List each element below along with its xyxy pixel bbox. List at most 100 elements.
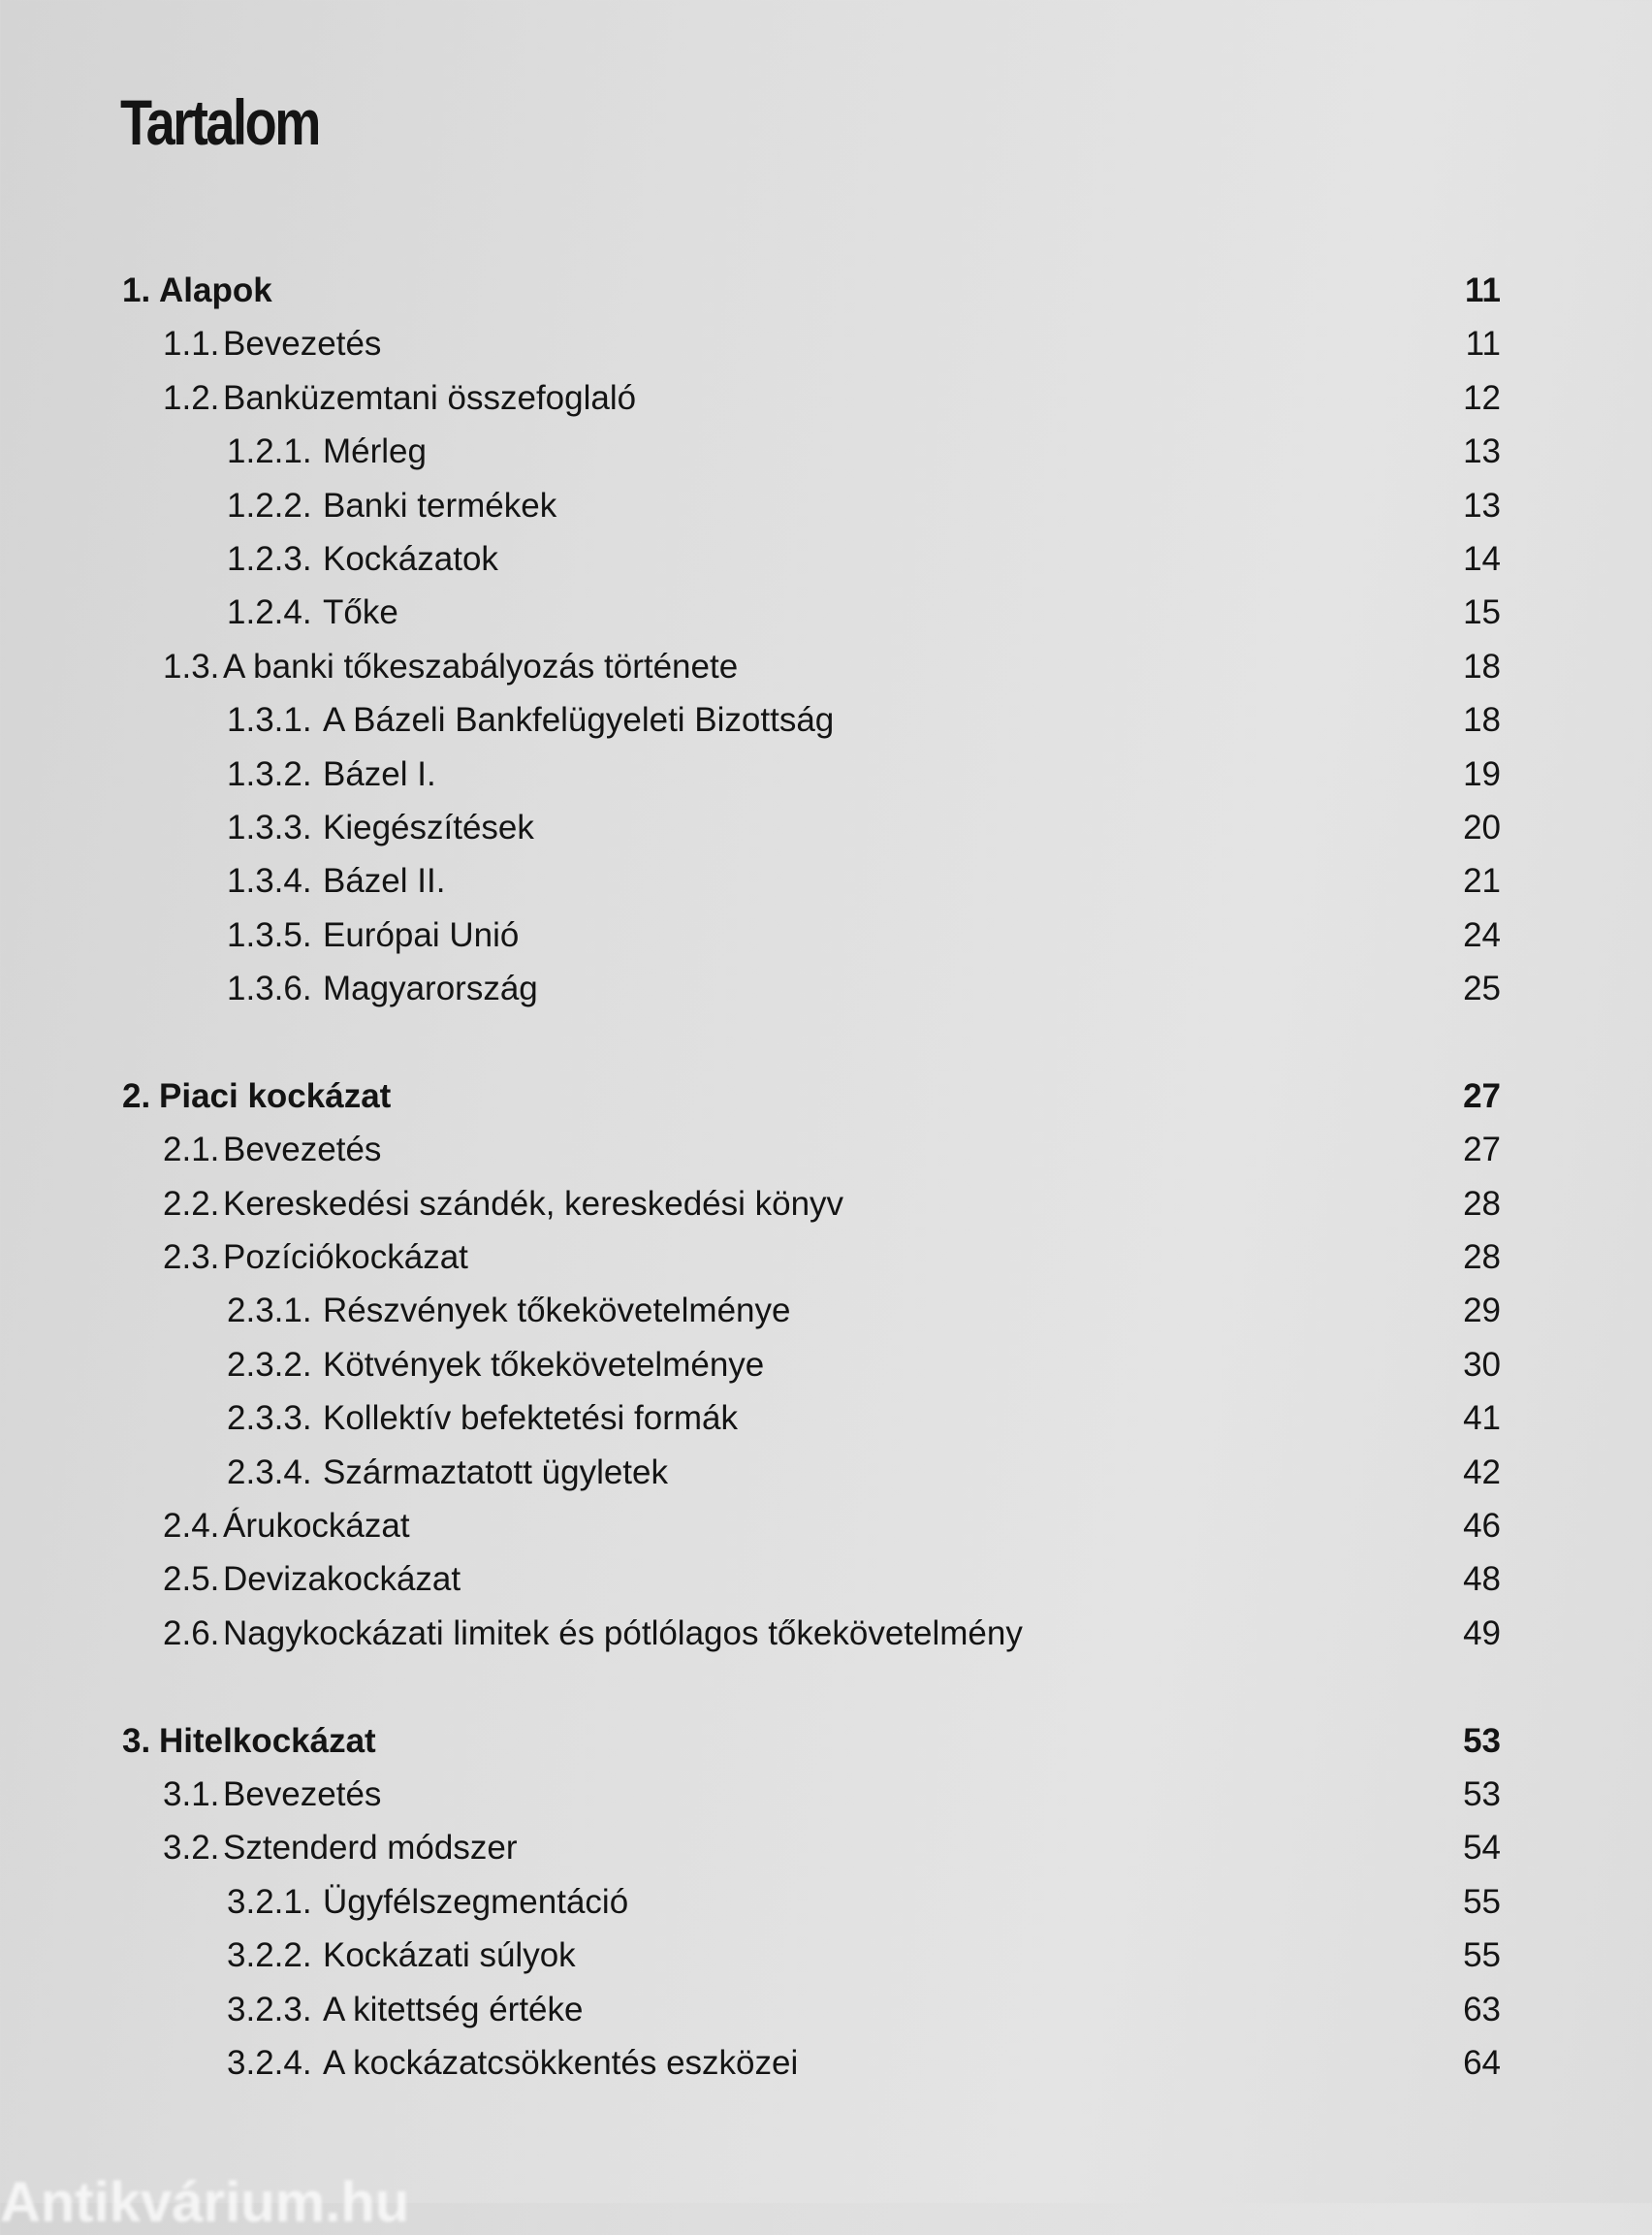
entry-title: Kockázatok — [323, 539, 498, 578]
entry-title: Bevezetés — [223, 325, 382, 364]
entry-title: Bázel II. — [323, 862, 446, 901]
entry-title: Pozíciókockázat — [223, 1238, 468, 1277]
entry-page: 28 — [1463, 1184, 1501, 1223]
toc-chapter: 3. Hitelkockázat 53 — [0, 1714, 1652, 1768]
toc-chapter: 2. Piaci kockázat 27 — [0, 1070, 1652, 1123]
entry-number: 2.4. — [163, 1506, 220, 1545]
toc-entry: 3.2. Sztenderd módszer 54 — [0, 1821, 1652, 1874]
entry-number: 2.3.1. — [227, 1292, 312, 1330]
entry-title: Európai Unió — [323, 915, 520, 954]
entry-title: Hitelkockázat — [159, 1721, 376, 1760]
entry-page: 53 — [1463, 1721, 1501, 1760]
toc-entry: 2.5. Devizakockázat 48 — [0, 1552, 1652, 1606]
entry-number: 3.2.3. — [227, 1990, 312, 2028]
entry-number: 1.3.1. — [227, 701, 312, 740]
entry-title: Sztenderd módszer — [223, 1829, 518, 1868]
entry-number: 3.2.4. — [227, 2043, 312, 2082]
toc-entry: 1.3. A banki tőkeszabályozás története 18 — [0, 640, 1652, 693]
entry-title: A kockázatcsökkentés eszközei — [323, 2043, 799, 2082]
entry-number: 3.2. — [163, 1829, 220, 1868]
toc-entry: 1.3.5. Európai Unió 24 — [0, 909, 1652, 962]
entry-number: 1.2.2. — [227, 486, 312, 525]
toc-entry: 3.2.1. Ügyfélszegmentáció 55 — [0, 1875, 1652, 1929]
toc-entry: 2.1. Bevezetés 27 — [0, 1123, 1652, 1176]
entry-title: Kiegészítések — [323, 808, 534, 846]
toc-entry: 1.2.3. Kockázatok 14 — [0, 532, 1652, 586]
toc-entry: 2.3.1. Részvények tőkekövetelménye 29 — [0, 1284, 1652, 1337]
entry-title: Alapok — [159, 271, 272, 309]
entry-number: 2.3. — [163, 1238, 220, 1277]
entry-page: 18 — [1463, 647, 1501, 686]
toc-entry: 1.3.4. Bázel II. 21 — [0, 854, 1652, 908]
section-spacer — [0, 1660, 1652, 1713]
section-spacer — [0, 1015, 1652, 1069]
entry-title: Árukockázat — [223, 1506, 410, 1545]
entry-title: Mérleg — [323, 432, 427, 471]
toc-entry: 1.2.4. Tőke 15 — [0, 586, 1652, 639]
entry-number: 1.3.5. — [227, 915, 312, 954]
entry-title: A Bázeli Bankfelügyeleti Bizottság — [323, 701, 835, 740]
toc-entry: 3.2.2. Kockázati súlyok 55 — [0, 1929, 1652, 1982]
entry-page: 12 — [1463, 378, 1501, 417]
entry-page: 11 — [1465, 271, 1501, 309]
entry-page: 63 — [1463, 1990, 1501, 2028]
entry-number: 1.2.1. — [227, 432, 312, 471]
entry-page: 24 — [1463, 915, 1501, 954]
entry-number: 2.2. — [163, 1184, 220, 1223]
entry-number: 1.3.2. — [227, 754, 312, 793]
entry-number: 3. — [122, 1721, 151, 1760]
entry-number: 2. — [122, 1076, 151, 1115]
toc-entry: 1.3.6. Magyarország 25 — [0, 962, 1652, 1015]
entry-number: 2.3.2. — [227, 1345, 312, 1384]
entry-page: 21 — [1463, 862, 1501, 901]
toc-entry: 2.4. Árukockázat 46 — [0, 1499, 1652, 1552]
entry-title: A kitettség értéke — [323, 1990, 584, 2028]
page-title: Tartalom — [120, 86, 321, 158]
entry-page: 53 — [1463, 1774, 1501, 1813]
entry-number: 1.1. — [163, 325, 220, 364]
entry-number: 1.3.4. — [227, 862, 312, 901]
entry-page: 11 — [1465, 325, 1501, 364]
toc-entry: 2.2. Kereskedési szándék, kereskedési kön… — [0, 1177, 1652, 1230]
entry-number: 2.3.3. — [227, 1399, 312, 1438]
entry-number: 2.1. — [163, 1131, 220, 1169]
entry-page: 54 — [1463, 1829, 1501, 1868]
entry-page: 15 — [1463, 593, 1501, 632]
entry-title: Részvények tőkekövetelménye — [323, 1292, 791, 1330]
entry-page: 64 — [1463, 2043, 1501, 2082]
toc-entry: 1.2. Banküzemtani összefoglaló 12 — [0, 371, 1652, 425]
entry-number: 2.5. — [163, 1560, 220, 1599]
toc-entry: 2.3.2. Kötvények tőkekövetelménye 30 — [0, 1338, 1652, 1391]
entry-title: Származtatott ügyletek — [323, 1453, 668, 1491]
entry-number: 3.2.2. — [227, 1936, 312, 1975]
entry-number: 2.3.4. — [227, 1453, 312, 1491]
toc-entry: 1.3.1. A Bázeli Bankfelügyeleti Bizottság… — [0, 693, 1652, 747]
entry-number: 1. — [122, 271, 151, 309]
entry-title: Kollektív befektetési formák — [323, 1399, 738, 1438]
entry-number: 1.3.6. — [227, 970, 312, 1008]
toc-entry: 2.6. Nagykockázati limitek és pótlólagos … — [0, 1607, 1652, 1660]
toc-entry: 1.3.2. Bázel I. 19 — [0, 748, 1652, 801]
entry-title: Tőke — [323, 593, 398, 632]
toc-entry: 1.1. Bevezetés 11 — [0, 317, 1652, 370]
entry-title: Kereskedési szándék, kereskedési könyv — [223, 1184, 844, 1223]
table-of-contents: 1. Alapok 11 1.1. Bevezetés 11 1.2. Banküzemtan… — [0, 264, 1652, 2090]
entry-page: 14 — [1463, 539, 1501, 578]
toc-entry: 3.2.4. A kockázatcsökkentés eszközei 64 — [0, 2036, 1652, 2090]
entry-number: 1.2.4. — [227, 593, 312, 632]
entry-page: 41 — [1463, 1399, 1501, 1438]
entry-number: 1.2.3. — [227, 539, 312, 578]
entry-page: 13 — [1463, 486, 1501, 525]
entry-page: 48 — [1463, 1560, 1501, 1599]
entry-page: 19 — [1463, 754, 1501, 793]
entry-title: Magyarország — [323, 970, 538, 1008]
entry-page: 25 — [1463, 970, 1501, 1008]
entry-page: 27 — [1463, 1076, 1501, 1115]
entry-title: Banküzemtani összefoglaló — [223, 378, 637, 417]
toc-entry: 2.3.3. Kollektív befektetési formák 41 — [0, 1391, 1652, 1445]
entry-number: 2.6. — [163, 1613, 220, 1652]
entry-page: 29 — [1463, 1292, 1501, 1330]
entry-number: 1.3. — [163, 647, 220, 686]
entry-title: Devizakockázat — [223, 1560, 461, 1599]
entry-title: Piaci kockázat — [159, 1076, 392, 1115]
